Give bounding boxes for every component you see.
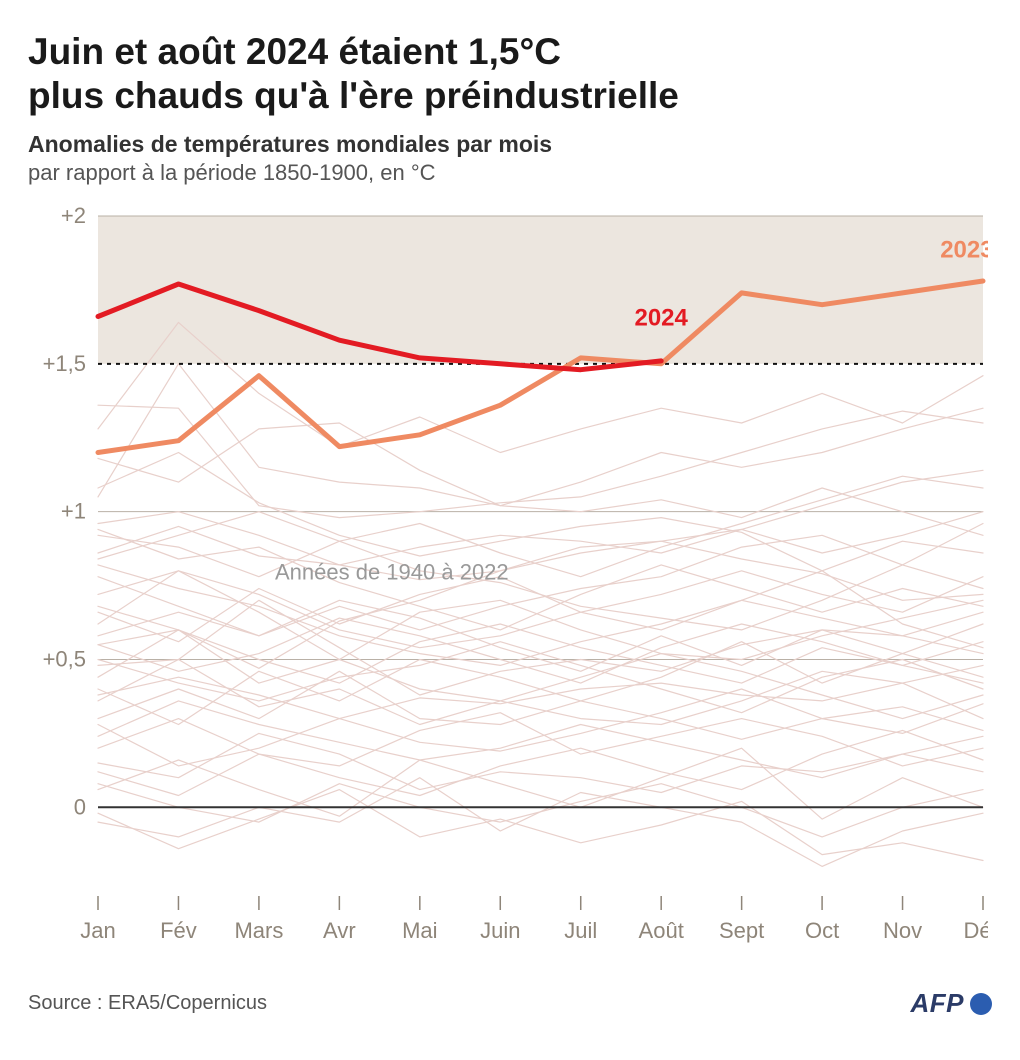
afp-dot-icon <box>970 993 992 1015</box>
chart-subtitle-1: Anomalies de températures mondiales par … <box>28 131 992 158</box>
svg-text:Jan: Jan <box>80 918 115 943</box>
source-text: Source : ERA5/Copernicus <box>28 992 267 1015</box>
svg-text:0: 0 <box>74 795 86 820</box>
svg-text:Août: Août <box>639 918 684 943</box>
chart-title: Juin et août 2024 étaient 1,5°C plus cha… <box>28 30 992 117</box>
svg-text:Juin: Juin <box>480 918 520 943</box>
svg-text:Juil: Juil <box>564 918 597 943</box>
svg-text:+1,5: +1,5 <box>43 351 86 376</box>
svg-text:Nov: Nov <box>883 918 922 943</box>
svg-text:2023: 2023 <box>940 237 988 264</box>
svg-text:Avr: Avr <box>323 918 356 943</box>
afp-logo: AFP <box>911 988 993 1019</box>
temperature-anomaly-chart: 0 +0,5 +1 +1,5 +2 Jan Fév Mars Avr Mai Juin Juil Aoû… <box>28 206 988 966</box>
svg-text:+2: +2 <box>61 206 86 228</box>
svg-text:Fév: Fév <box>160 918 197 943</box>
chart-area: 0 +0,5 +1 +1,5 +2 Jan Fév Mars Avr Mai Juin Juil Aoû… <box>28 206 988 966</box>
svg-text:+1: +1 <box>61 499 86 524</box>
svg-text:+0,5: +0,5 <box>43 647 86 672</box>
svg-text:Déc: Déc <box>963 918 988 943</box>
chart-subtitle-2: par rapport à la période 1850-1900, en °… <box>28 160 992 186</box>
svg-text:2024: 2024 <box>634 305 688 332</box>
svg-text:Oct: Oct <box>805 918 839 943</box>
svg-text:Sept: Sept <box>719 918 764 943</box>
svg-text:Années de 1940 à 2022: Années de 1940 à 2022 <box>275 560 509 585</box>
svg-text:Mars: Mars <box>234 918 283 943</box>
svg-text:Mai: Mai <box>402 918 437 943</box>
